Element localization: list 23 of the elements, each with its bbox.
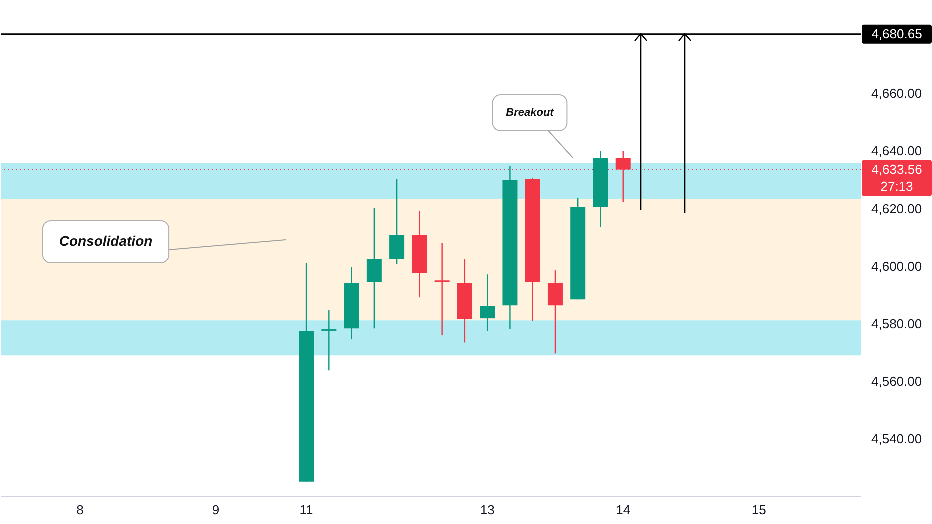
x-tick-label: 9 [212, 502, 220, 518]
candlestick [480, 274, 496, 332]
ref-line-label: 4,633.56 27:13 [872, 162, 922, 194]
candlestick [390, 178, 405, 266]
y-tick-label: 4,660.00 [872, 86, 922, 102]
y-tick-label: 4,620.00 [872, 201, 922, 216]
y-tick-label: 4,640.00 [872, 144, 922, 159]
x-tick-label: 15 [752, 502, 766, 518]
x-tick-label: 13 [480, 502, 495, 518]
y-tick-label: 4,540.00 [872, 431, 922, 446]
candlestick [366, 208, 382, 330]
candlestick [322, 310, 337, 372]
annotation: Consolidation [59, 233, 153, 249]
y-tick-label: 4,580.00 [872, 316, 922, 332]
candlestick [434, 242, 450, 336]
x-tick-label: 8 [76, 502, 84, 518]
x-tick-label: 14 [616, 502, 631, 518]
y-tick-label: 4,560.00 [872, 374, 922, 389]
ref-line-label: 4,680.65 [872, 26, 922, 42]
y-tick-label: 4,600.00 [872, 258, 922, 274]
x-tick-label: 11 [300, 502, 314, 518]
candlestick [548, 270, 563, 354]
annotation: Breakout [506, 107, 556, 119]
